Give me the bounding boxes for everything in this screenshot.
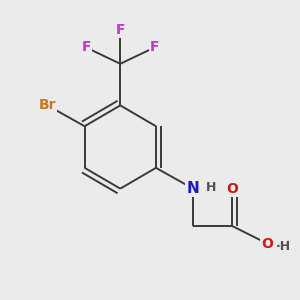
Text: F: F xyxy=(150,40,159,55)
Text: F: F xyxy=(116,22,125,37)
Text: F: F xyxy=(81,40,91,55)
Text: H: H xyxy=(206,181,216,194)
Text: ·H: ·H xyxy=(276,240,291,253)
Text: N: N xyxy=(187,181,200,196)
Text: Br: Br xyxy=(39,98,56,112)
Text: O: O xyxy=(262,237,273,250)
Text: O: O xyxy=(226,182,238,196)
